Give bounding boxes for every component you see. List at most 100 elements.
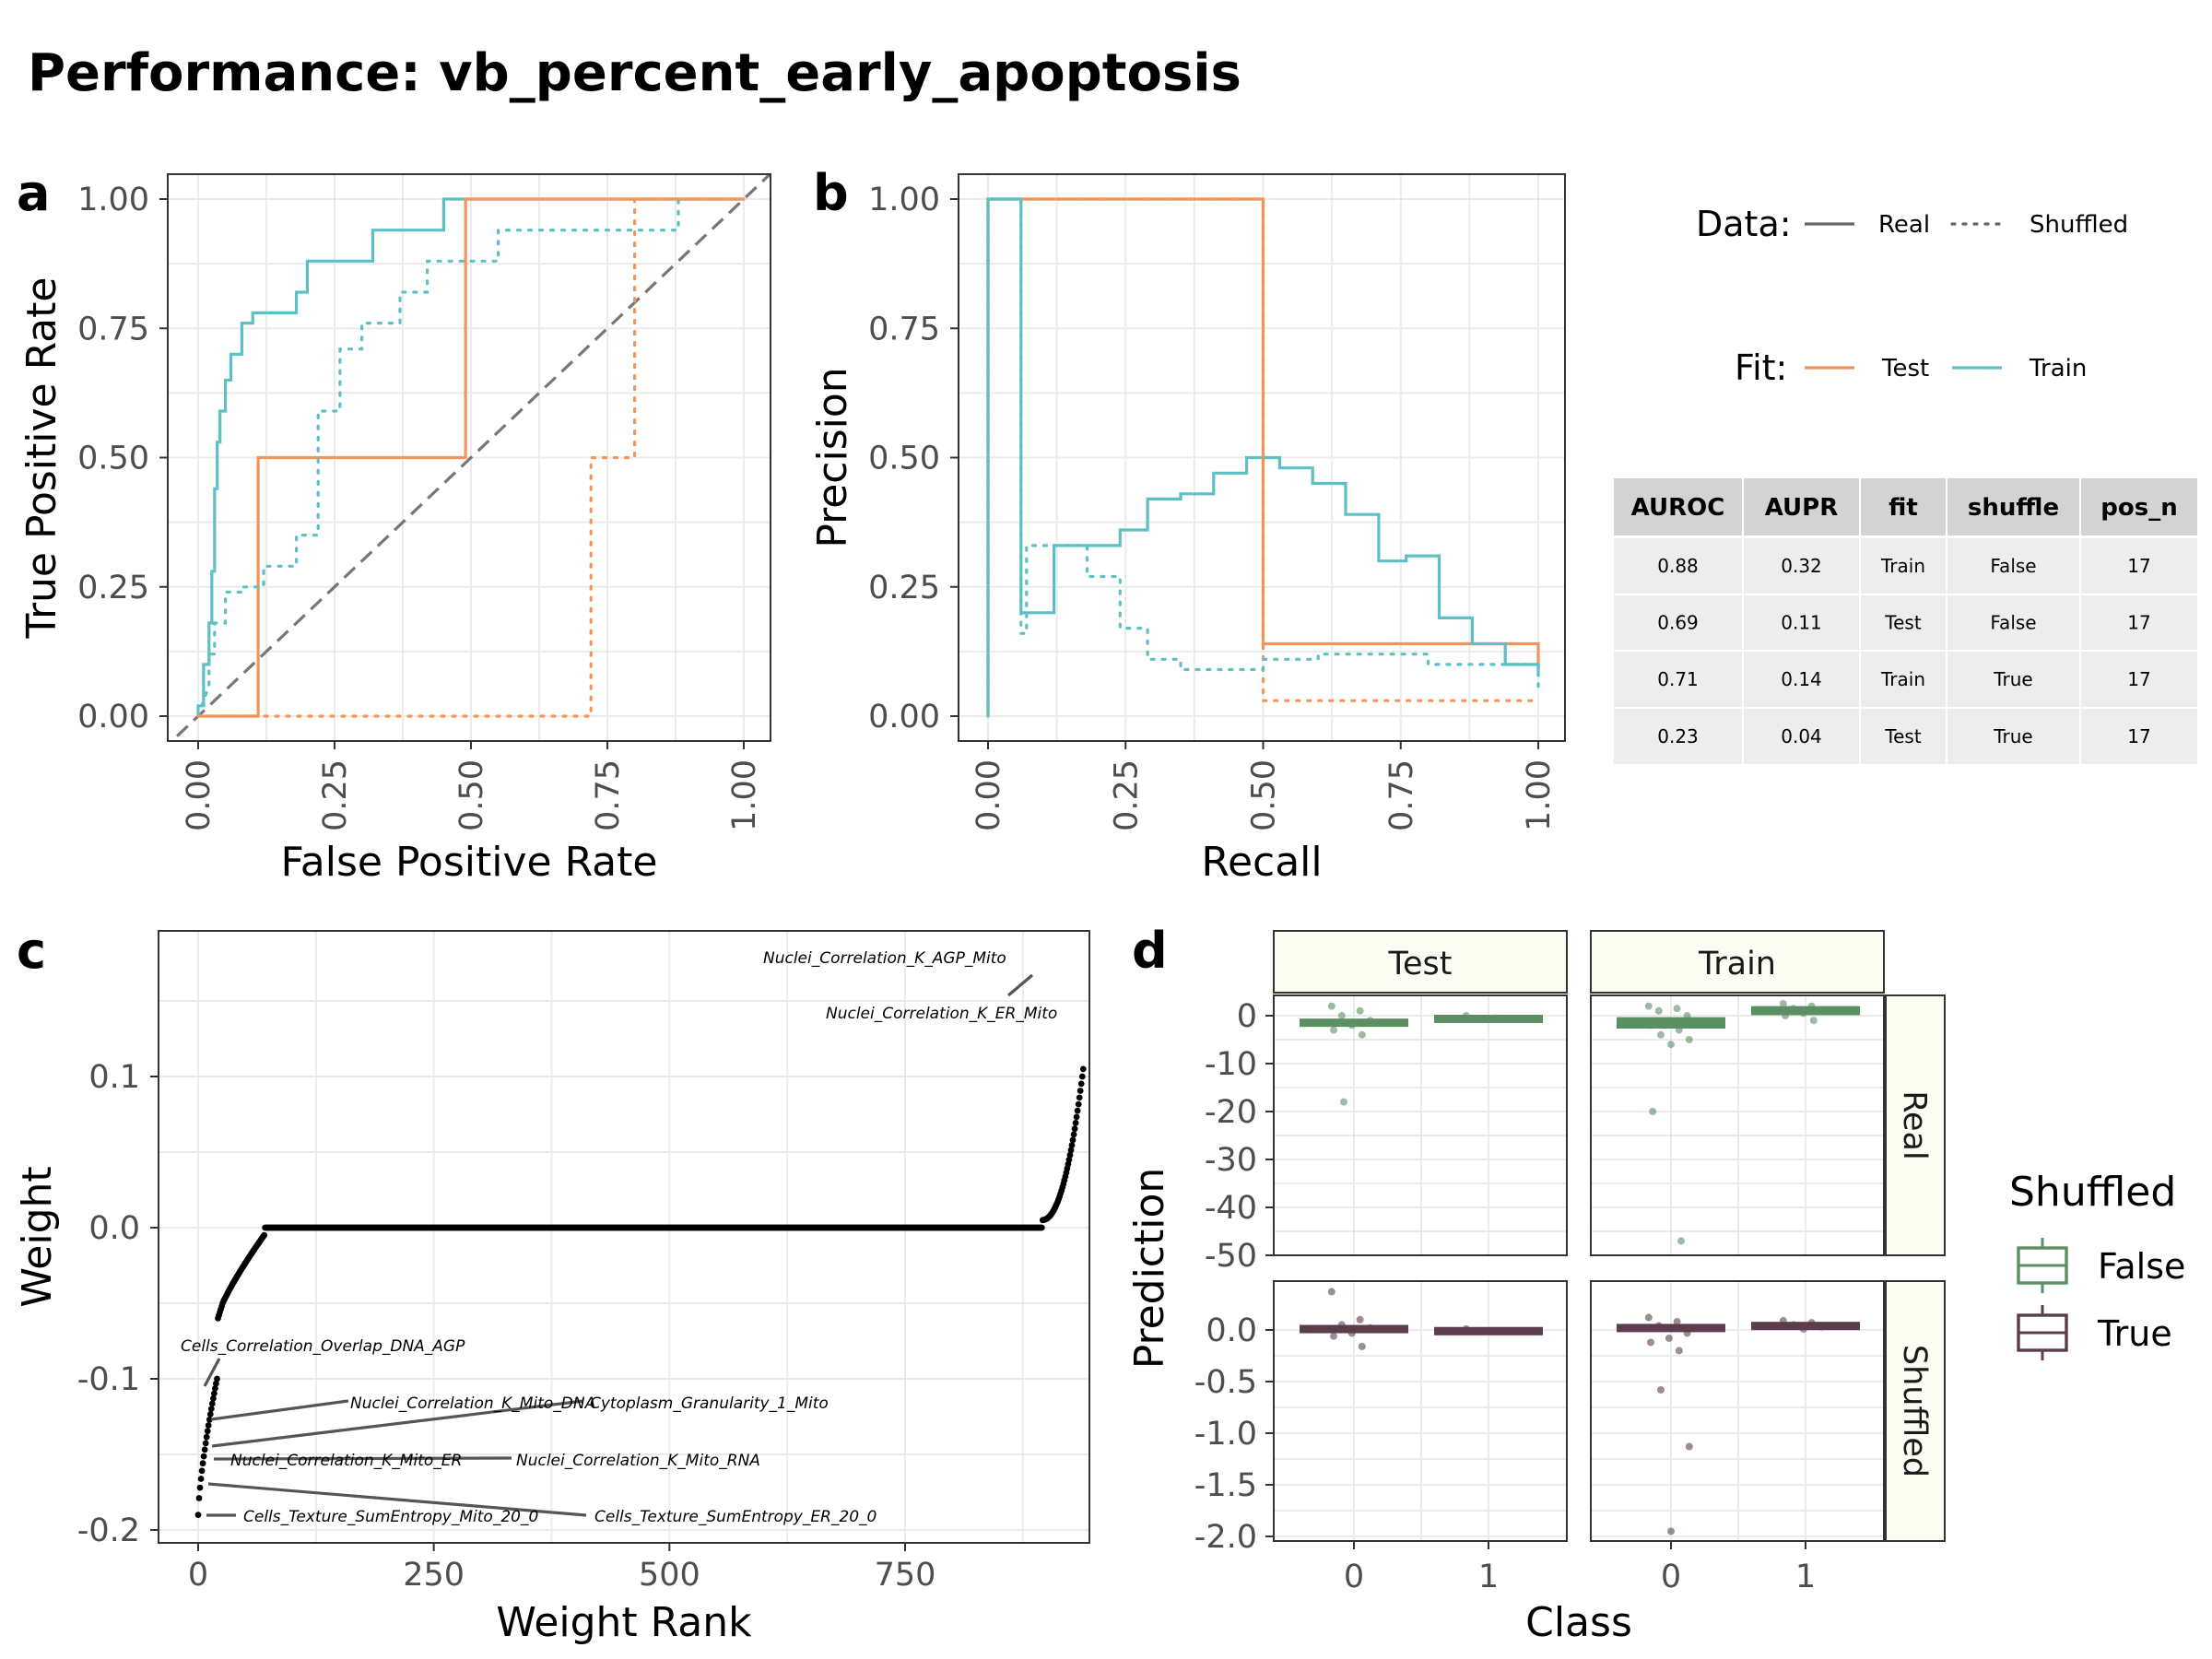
jitter-point (1673, 1005, 1681, 1013)
x-tick-label: 1.00 (1521, 759, 1558, 831)
weight-point (214, 1375, 220, 1382)
weight-point (203, 1433, 210, 1441)
jitter-point (1807, 1002, 1816, 1010)
weight-point (1078, 1073, 1086, 1080)
legend-train-label: Train (2029, 355, 2087, 382)
label-arrow (213, 1456, 512, 1461)
table-cell (1947, 538, 2079, 594)
table-cell (1744, 595, 1859, 650)
jitter-point (1327, 1288, 1335, 1296)
weight-point (207, 1406, 215, 1412)
strip-right-label: Shuffled (1896, 1345, 1933, 1477)
weight-point (1065, 1156, 1073, 1163)
jitter-point (1675, 1026, 1683, 1034)
jitter-point (1807, 1319, 1816, 1327)
panel-label-a: a (17, 164, 50, 222)
jitter-point (1462, 1324, 1470, 1333)
legend-real-label: Real (1878, 211, 1930, 239)
jitter-point (1654, 1006, 1663, 1015)
label-arrow (1006, 973, 1034, 997)
table-cell (2081, 595, 2197, 650)
table-cell-value: Train (1880, 668, 1925, 690)
x-tick-label: 0.00 (181, 759, 218, 831)
y-axis-title: True Positive Rate (18, 277, 65, 640)
jitter-point (1683, 1012, 1691, 1019)
y-tick-label: 0 (1237, 998, 1257, 1035)
weight-point (261, 1231, 267, 1239)
table-cell-value: 0.71 (1657, 668, 1699, 690)
jitter-point (1644, 1002, 1653, 1010)
table-cell (2081, 709, 2197, 764)
point-label: Cells_Texture_SumEntropy_ER_20_0 (594, 1508, 877, 1526)
weight-point (208, 1400, 216, 1407)
series-group (986, 197, 1540, 718)
legend-test-label: Test (1881, 355, 1929, 382)
strip-top-label: Test (1388, 946, 1453, 982)
x-tick-label: 500 (639, 1557, 700, 1594)
weight-point (1071, 1125, 1078, 1133)
x-tick-label: 0.75 (1383, 759, 1420, 831)
weight-point (1079, 1065, 1087, 1073)
table-header-label: AUPR (1765, 494, 1839, 522)
y-tick-label: -1.0 (1194, 1416, 1257, 1453)
y-tick-label: 0.00 (77, 699, 149, 735)
table-cell-value: 0.04 (1781, 725, 1822, 747)
jitter-point (1327, 1002, 1335, 1010)
table-cell (1861, 538, 1946, 594)
weight-point (200, 1453, 207, 1460)
label-arrow (211, 1399, 584, 1448)
legend-shuffled-title: Shuffled (2009, 1169, 2176, 1216)
y-tick-label: 0.0 (88, 1210, 140, 1247)
panel-label-c: c (17, 922, 46, 980)
facet-border (1590, 1280, 1885, 1542)
jitter-point (1366, 1324, 1374, 1332)
weight-point (1076, 1094, 1083, 1101)
weight-point (1072, 1120, 1079, 1126)
y-axis-title: Precision (809, 367, 856, 547)
point-label: Nuclei_Correlation_K_Mito_DNA (350, 1394, 595, 1413)
panel-label-d: d (1132, 922, 1168, 980)
y-axis-title: Prediction (1126, 1168, 1173, 1370)
figure-title: Performance: vb_percent_early_apoptosis (28, 43, 1241, 103)
table-cell-value: False (1990, 555, 2036, 577)
point-label: Nuclei_Correlation_K_Mito_ER (230, 1452, 462, 1470)
jitter-point (1654, 1322, 1663, 1330)
jitter-point (1675, 1347, 1683, 1355)
point-label: Cells_Texture_SumEntropy_Mito_20_0 (243, 1508, 538, 1526)
jitter-point (1330, 1026, 1337, 1034)
point-label: Cytoplasm_Granularity_1_Mito (590, 1394, 829, 1413)
x-tick-label: 0 (1344, 1559, 1364, 1595)
table-cell (1947, 709, 2079, 764)
weight-points (194, 1065, 1087, 1518)
jitter-point (1657, 1030, 1665, 1039)
panel-d: Test Train Real Shuffled 0 -10 -20 -30 -40 -50 0 1 0… (1126, 930, 2185, 1646)
weight-point (1073, 1113, 1080, 1121)
point-label: Nuclei_Correlation_K_Mito_RNA (516, 1452, 760, 1470)
y-tick-label: -0.5 (1194, 1364, 1257, 1401)
weight-point (199, 1460, 206, 1467)
x-tick-label: 250 (403, 1557, 465, 1594)
label-arrow (203, 1358, 221, 1387)
x-axis-title: False Positive Rate (281, 839, 658, 886)
weight-point (1066, 1151, 1074, 1159)
table-cell-value: False (1990, 612, 2036, 634)
table-cell-value: True (1993, 725, 2032, 747)
table-header-label: AUROC (1631, 494, 1725, 522)
strip-top-label: Train (1698, 946, 1776, 982)
jitter-point (1779, 1316, 1787, 1324)
table-cell-value: 17 (2127, 555, 2150, 577)
table-cell (1614, 652, 1742, 707)
table-header-label: fit (1888, 494, 1918, 522)
x-tick-label: 1 (1478, 1559, 1499, 1595)
jitter-point (1462, 1012, 1470, 1019)
weight-point (1067, 1147, 1075, 1154)
table-cell (1614, 538, 1742, 594)
jitter-point (1667, 1041, 1675, 1049)
weight-point (1068, 1142, 1076, 1148)
panel-b: 0.00 0.00 0.25 0.25 0.50 0.50 0.75 0.75 1.00 1.00… (809, 173, 1566, 886)
jitter-point (1490, 1014, 1499, 1022)
point-label: Nuclei_Correlation_K_AGP_Mito (763, 949, 1006, 968)
jitter-point (1644, 1313, 1653, 1322)
x-tick-label: 0 (1661, 1559, 1681, 1595)
label-arrow (207, 1482, 587, 1517)
